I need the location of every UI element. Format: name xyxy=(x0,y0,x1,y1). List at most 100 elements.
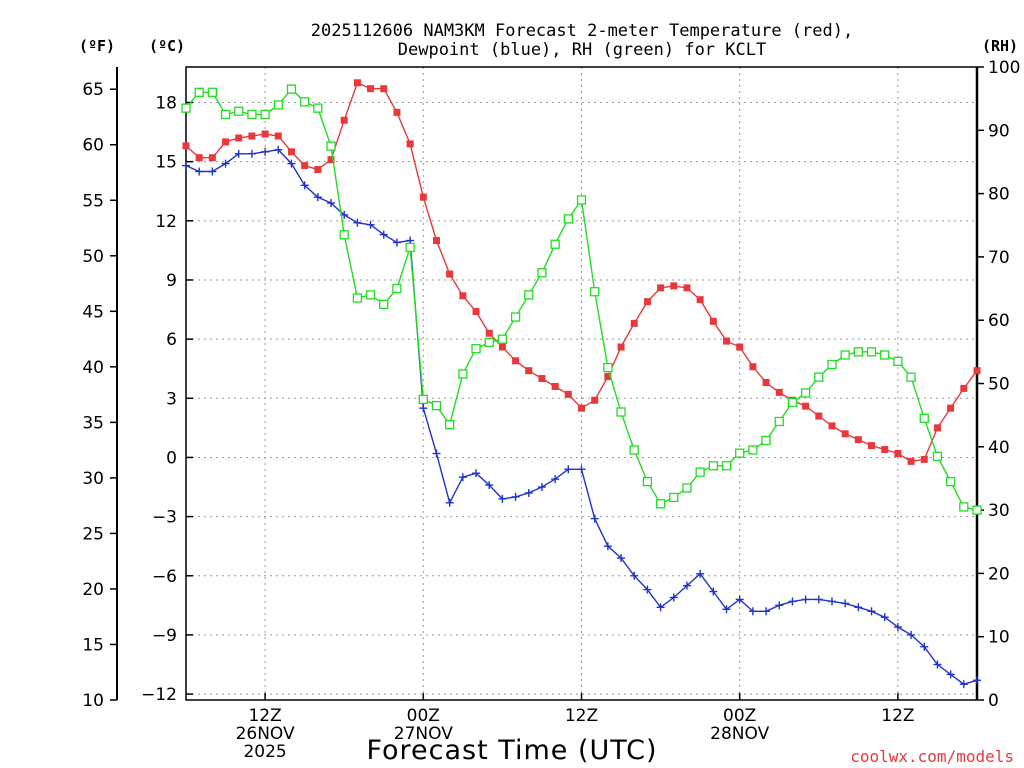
rh-point xyxy=(655,499,666,509)
temperature-point xyxy=(446,270,454,278)
rh-point xyxy=(787,397,798,408)
temperature-point xyxy=(327,156,335,164)
fahrenheit-tick-label: 45 xyxy=(82,302,104,322)
temperature-point xyxy=(696,296,704,304)
celsius-tick-label: 12 xyxy=(155,212,177,232)
rh-point xyxy=(603,363,613,373)
rh-point xyxy=(774,416,784,427)
temperature-point xyxy=(419,193,427,201)
rh-point xyxy=(352,293,363,303)
temperature-point xyxy=(301,162,309,170)
temperature-point xyxy=(960,384,968,392)
dewpoint-point xyxy=(841,599,850,608)
temperature-point xyxy=(657,284,665,292)
celsius-tick-label: −6 xyxy=(152,567,177,587)
dewpoint-point xyxy=(485,481,494,490)
rh-point xyxy=(286,84,297,94)
celsius-tick-label: 0 xyxy=(166,448,177,468)
rh-point xyxy=(510,312,521,322)
rh-point xyxy=(853,347,863,357)
fahrenheit-tick-label: 20 xyxy=(82,580,104,600)
x-tick-label: 12Z xyxy=(565,706,598,726)
rh-point xyxy=(234,106,244,116)
rh-point xyxy=(629,445,639,455)
rh-point xyxy=(471,344,481,354)
temperature-point xyxy=(287,148,295,156)
temperature-point xyxy=(749,363,757,371)
rh-point xyxy=(458,369,468,379)
rh-tick-label: 100 xyxy=(988,58,1020,78)
fahrenheit-tick-label: 60 xyxy=(82,136,104,156)
celsius-tick-label: 9 xyxy=(166,271,177,291)
rh-point xyxy=(247,109,257,120)
temperature-point xyxy=(591,396,599,404)
dewpoint-point xyxy=(313,193,322,202)
dewpoint-point xyxy=(696,569,705,578)
series-layer xyxy=(181,79,982,689)
temperature-point xyxy=(933,424,941,432)
temperature-point xyxy=(564,390,572,398)
dewpoint-point xyxy=(880,613,889,622)
fahrenheit-tick-label: 65 xyxy=(82,80,104,100)
rh-point xyxy=(866,347,877,357)
dewpoint-point xyxy=(551,475,560,484)
temperature-point xyxy=(709,317,717,325)
temperature-point xyxy=(815,412,823,420)
fahrenheit-tick-label: 15 xyxy=(82,635,104,655)
temperature-point xyxy=(617,343,625,351)
rh-point xyxy=(260,109,270,120)
temperature-point xyxy=(643,298,651,306)
temperature-point xyxy=(670,282,678,290)
dewpoint-point xyxy=(603,542,612,551)
rh-point xyxy=(682,483,692,493)
dewpoint-point xyxy=(432,449,441,458)
rh-point xyxy=(735,448,745,458)
rh-tick-label: 30 xyxy=(988,501,1010,521)
rh-point xyxy=(695,467,705,477)
fahrenheit-tick-label: 25 xyxy=(82,524,104,544)
dewpoint-point xyxy=(643,585,652,594)
rh-tick-label: 10 xyxy=(988,628,1010,648)
dewpoint-point xyxy=(327,199,336,208)
rh-point xyxy=(708,461,718,471)
rh-tick-label: 70 xyxy=(988,248,1010,268)
x-tick-label: 00Z xyxy=(407,706,440,726)
rh-tick-label: 50 xyxy=(988,375,1010,395)
dewpoint-point xyxy=(247,149,256,158)
temperature-point xyxy=(551,382,559,390)
rh-point xyxy=(721,461,732,471)
temperature-point xyxy=(353,79,361,87)
rh-point xyxy=(669,492,679,503)
dewpoint-point xyxy=(366,220,375,229)
rh-point xyxy=(273,100,283,110)
rh-point xyxy=(616,407,626,417)
rh-point xyxy=(563,214,573,224)
rh-point xyxy=(840,350,850,360)
temperature-point xyxy=(868,442,876,450)
fahrenheit-axis-label: (ºF) xyxy=(79,37,115,55)
temperature-point xyxy=(512,357,520,365)
rh-point xyxy=(537,268,547,278)
temperature-point xyxy=(723,337,731,345)
dewpoint-point xyxy=(458,473,467,482)
fahrenheit-tick-label: 40 xyxy=(82,358,104,378)
temperature-point xyxy=(578,404,585,412)
dewpoint-point xyxy=(300,181,309,190)
fahrenheit-tick-label: 50 xyxy=(82,247,104,267)
rh-tick-label: 20 xyxy=(988,564,1010,584)
dewpoint-point xyxy=(353,218,362,227)
dewpoint-point xyxy=(445,498,454,507)
rh-point xyxy=(313,103,323,113)
rh-point xyxy=(365,290,376,300)
rh-point xyxy=(748,445,758,455)
dewpoint-point xyxy=(722,605,731,614)
temperature-point xyxy=(525,367,533,375)
temperature-point xyxy=(195,154,203,162)
dewpoint-point xyxy=(379,230,388,239)
fahrenheit-tick-label: 30 xyxy=(82,469,104,489)
dewpoint-point xyxy=(511,492,520,501)
dewpoint-point xyxy=(814,595,823,604)
temperature-point xyxy=(604,373,612,381)
dewpoint-point xyxy=(788,597,797,606)
